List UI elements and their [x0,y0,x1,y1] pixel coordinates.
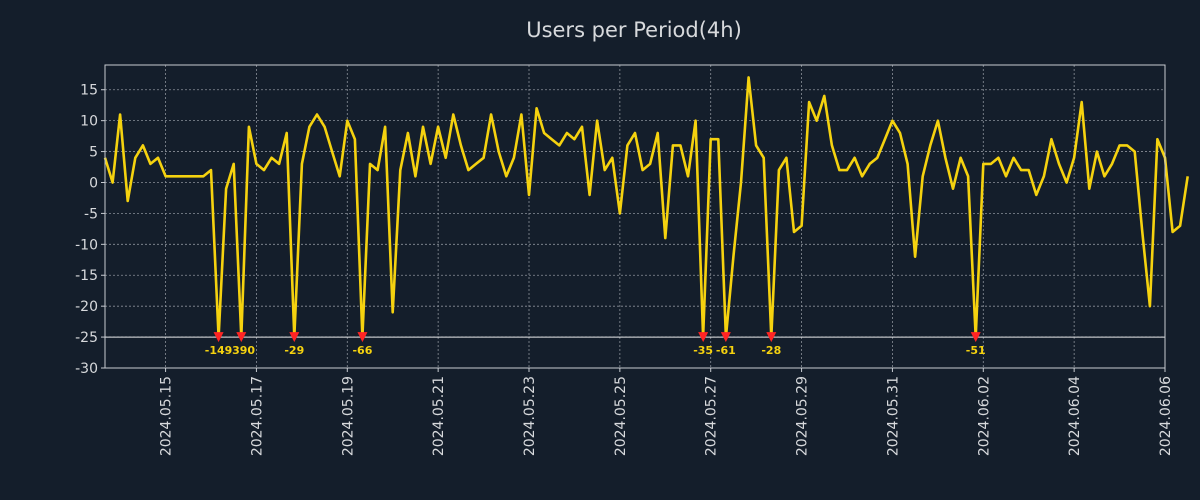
outlier-marker [357,332,368,343]
outlier-label: -51 [966,344,986,357]
chart-title: Users per Period(4h) [526,18,742,42]
x-tick-label: 2024.05.23 [522,376,538,456]
series-layer [103,76,1189,339]
x-tick-label: 2024.05.25 [613,376,629,456]
outlier-label: -66 [352,344,372,357]
outlier-label: -149 [205,344,233,357]
outlier-marker [970,332,981,343]
x-tick-label: 2024.05.21 [431,376,447,456]
y-tick-label: 5 [89,145,98,161]
outlier-marker [236,332,247,343]
x-tick-label: 2024.05.19 [340,376,356,456]
outlier-label: -61 [716,344,736,357]
outlier-marker [720,332,731,343]
outlier-markers: -149-390 -29 -66 -35 -61 -28 -51 [205,332,986,357]
outlier-marker [698,332,709,343]
x-tick-label: 2024.05.29 [795,376,811,456]
outlier-label: -29 [284,344,304,357]
outlier-marker [289,332,300,343]
y-axis: 15 10 5 0 -5 -10 -15 -20 -25 -30 [75,83,105,377]
x-tick-label: 2024.06.04 [1067,376,1083,456]
y-tick-label: -10 [75,237,98,253]
y-tick-label: 0 [89,175,98,191]
series-line-users [103,76,1189,339]
y-tick-label: 15 [80,83,98,99]
x-tick-label: 2024.05.17 [249,376,265,456]
x-tick-label: 2024.06.06 [1158,376,1174,456]
x-tick-label: 2024.05.15 [159,376,175,456]
outlier-label: -390 [228,344,256,357]
x-tick-label: 2024.06.02 [976,376,992,456]
y-tick-label: 10 [80,114,98,130]
y-tick-label: -5 [84,206,98,222]
x-tick-label: 2024.05.27 [704,376,720,456]
y-tick-label: -25 [75,330,98,346]
x-tick-label: 2024.05.31 [885,376,901,456]
outlier-label: -28 [761,344,781,357]
y-tick-label: -30 [75,361,98,377]
plot-frame [104,64,1166,369]
y-tick-label: -15 [75,268,98,284]
x-axis: 2024.05.15 2024.05.17 2024.05.19 2024.05.21… [159,368,1174,456]
outlier-label: -35 [693,344,713,357]
outlier-marker [213,332,224,343]
y-tick-label: -20 [75,299,98,315]
outlier-marker [766,332,777,343]
